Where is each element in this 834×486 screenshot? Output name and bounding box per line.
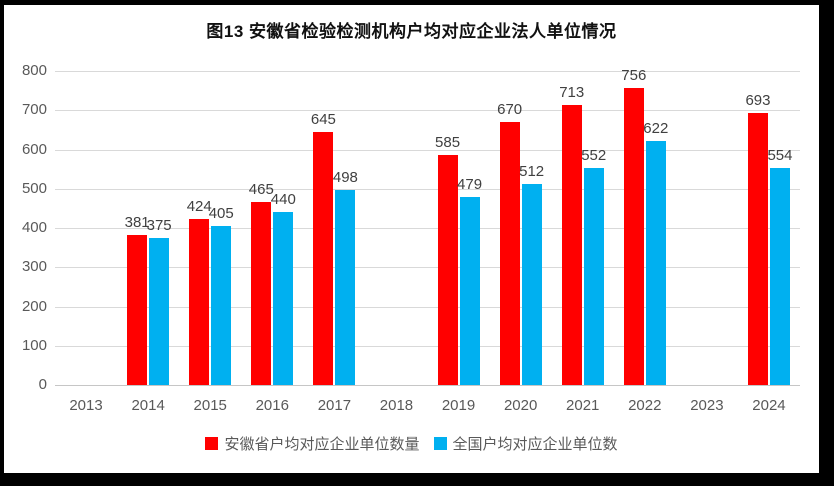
data-label-national-2022: 622	[643, 119, 669, 137]
bar-anhui-2015	[189, 218, 210, 385]
bar-anhui-2019	[437, 155, 458, 385]
bar-national-2017	[335, 189, 356, 385]
y-axis-tick-label: 500	[21, 179, 47, 197]
legend: 安徽省户均对应企业单位数量 全国户均对应企业单位数	[4, 433, 819, 454]
bar-anhui-2014	[127, 235, 148, 385]
bar-national-2019	[459, 196, 480, 385]
y-axis-tick-label: 0	[38, 376, 47, 393]
data-label-anhui-2017: 645	[310, 110, 336, 128]
gridline	[55, 110, 800, 112]
data-label-anhui-2016: 465	[248, 181, 274, 199]
legend-label: 全国户均对应企业单位数	[452, 436, 618, 453]
data-label-anhui-2024: 693	[745, 91, 771, 109]
x-axis-tick-label: 2022	[628, 397, 662, 414]
legend-label: 安徽省户均对应企业单位数量	[224, 436, 420, 453]
data-label-anhui-2015: 424	[186, 197, 212, 215]
legend-swatch-national	[433, 437, 447, 450]
x-axis-tick-label: 2020	[503, 397, 538, 414]
data-label-national-2015: 405	[208, 205, 234, 223]
x-axis-tick-label: 2019	[441, 397, 476, 414]
data-label-national-2024: 554	[767, 146, 793, 164]
data-label-national-2014: 375	[146, 216, 172, 234]
bar-anhui-2024	[747, 112, 768, 385]
data-label-national-2021: 552	[581, 147, 607, 165]
y-axis-tick-label: 400	[21, 219, 47, 236]
x-axis-tick-label: 2017	[317, 397, 352, 414]
legend-item-anhui: 安徽省户均对应企业单位数量	[205, 433, 420, 454]
x-axis-tick-label: 2013	[69, 397, 103, 414]
data-label-anhui-2021: 713	[559, 84, 585, 102]
y-axis-tick-label: 700	[21, 101, 47, 119]
data-label-anhui-2020: 670	[497, 101, 523, 119]
data-label-national-2020: 512	[519, 163, 545, 181]
gridline	[55, 188, 800, 190]
x-axis-tick-label: 2016	[255, 397, 289, 414]
x-axis-tick-label: 2021	[566, 397, 600, 414]
x-axis-tick-label: 2024	[752, 397, 786, 414]
chart-canvas: 图13 安徽省检验检测机构户均对应企业法人单位情况 381 424 465 645 58…	[4, 5, 819, 473]
bar-national-2022	[645, 140, 666, 385]
y-axis-tick-label: 300	[21, 258, 47, 276]
y-axis-tick-label: 800	[21, 62, 47, 79]
x-axis-tick-label: 2014	[131, 397, 165, 414]
bar-national-2024	[769, 167, 790, 385]
gridline	[55, 267, 800, 269]
bar-national-2014	[149, 237, 170, 385]
chart-title: 图13 安徽省检验检测机构户均对应企业法人单位情况	[206, 22, 617, 41]
bar-national-2021	[583, 168, 604, 385]
x-axis-tick-label: 2015	[193, 397, 227, 414]
data-label-anhui-2014: 381	[124, 214, 150, 232]
x-axis-tick-label: 2023	[690, 397, 724, 414]
bar-anhui-2016	[251, 202, 272, 385]
legend-item-national: 全国户均对应企业单位数	[433, 433, 618, 454]
y-axis-tick-label: 100	[21, 336, 47, 354]
data-label-national-2017: 498	[332, 168, 358, 186]
bar-anhui-2021	[561, 105, 582, 385]
y-axis-tick-label: 600	[21, 140, 47, 158]
bar-anhui-2020	[499, 122, 520, 385]
gridline	[55, 71, 800, 72]
bar-national-2015	[211, 226, 232, 385]
plot-area: 381 424 465 645 585 670 713 756 693 375 405 440 498 4…	[55, 67, 800, 386]
bar-national-2016	[273, 212, 294, 385]
data-label-national-2019: 479	[457, 175, 483, 193]
bar-anhui-2017	[313, 131, 334, 385]
legend-swatch-anhui	[205, 437, 219, 450]
bar-national-2020	[521, 184, 542, 385]
gridline	[55, 228, 800, 229]
x-axis-tick-label: 2018	[379, 397, 414, 414]
data-label-anhui-2022: 756	[621, 67, 647, 85]
gridline	[55, 306, 800, 308]
y-axis-tick-label: 200	[21, 297, 47, 315]
gridline	[55, 385, 800, 386]
gridline	[55, 149, 800, 151]
gridline	[55, 345, 800, 347]
bar-anhui-2022	[623, 88, 644, 385]
data-label-national-2016: 440	[270, 191, 296, 209]
data-label-anhui-2019: 585	[435, 134, 461, 152]
